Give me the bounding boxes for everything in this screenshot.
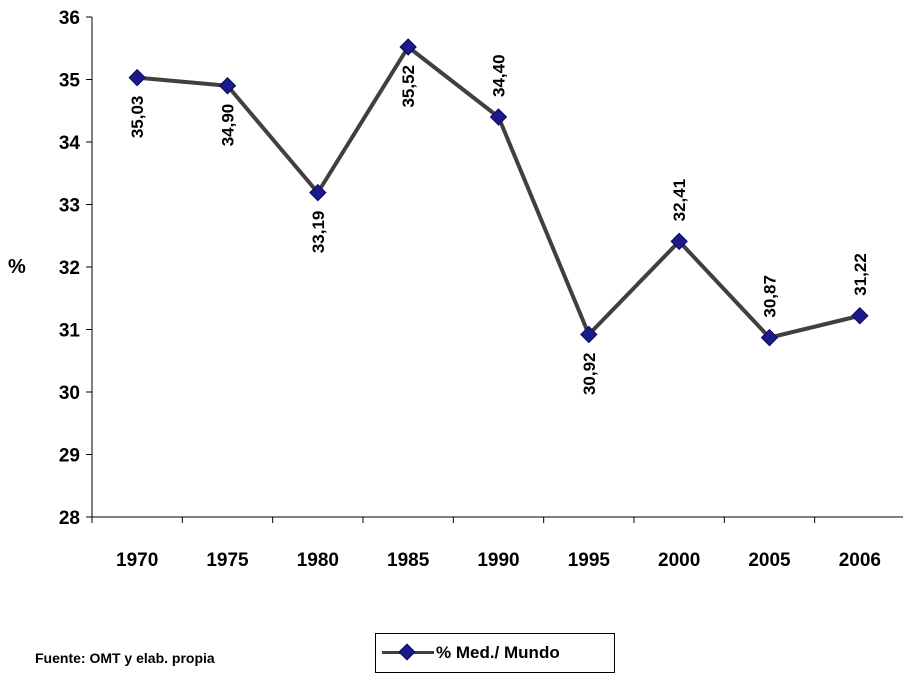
data-label: 32,41: [670, 179, 689, 222]
legend-diamond-marker: [398, 643, 416, 661]
data-markers: [128, 38, 869, 347]
x-tick-label: 2006: [839, 550, 881, 571]
data-label: 35,03: [128, 96, 147, 139]
legend-label: % Med./ Mundo: [436, 643, 560, 662]
y-tick-label: 34: [59, 133, 81, 154]
y-tick-label: 32: [59, 258, 80, 279]
x-tick-label: 1980: [297, 550, 339, 571]
data-point-marker: [218, 77, 237, 95]
data-label: 35,52: [399, 65, 418, 108]
x-tick-label: 1970: [116, 550, 158, 571]
y-tick-label: 35: [59, 71, 81, 92]
data-label: 33,19: [309, 211, 328, 254]
y-tick-label: 31: [59, 321, 81, 342]
data-point-marker: [760, 328, 779, 347]
data-point-marker: [399, 38, 417, 56]
source-note: Fuente: OMT y elab. propia: [35, 650, 215, 666]
y-tick-label: 36: [59, 8, 80, 29]
x-tick-label: 1990: [477, 550, 519, 571]
data-labels: 35,03 34,90 33,19 35,52 34,40 30,92 32,41 30,87…: [128, 54, 870, 395]
data-label: 30,87: [761, 275, 780, 318]
y-tick-label: 30: [59, 383, 80, 404]
x-axis-ticks: 1970 1975 1980 1985 1990 1995 2000 2005 2006: [91, 517, 881, 571]
data-point-marker: [489, 108, 508, 126]
data-point-marker: [128, 68, 146, 87]
x-tick-label: 1995: [568, 550, 611, 571]
data-point-marker: [851, 307, 869, 325]
data-label: 34,40: [490, 54, 509, 97]
x-tick-label: 2000: [658, 550, 700, 571]
data-point-marker: [309, 183, 327, 202]
data-label: 34,90: [219, 104, 238, 147]
data-point-marker: [670, 232, 688, 251]
x-tick-label: 1985: [387, 550, 430, 571]
y-axis-ticks: 28 29 30 31 32 33 34 35 36: [59, 8, 92, 529]
y-axis-label: %: [8, 256, 26, 278]
legend: % Med./ Mundo: [375, 633, 615, 673]
x-tick-label: 1975: [206, 550, 249, 571]
y-tick-label: 33: [59, 196, 80, 217]
data-label: 31,22: [851, 253, 870, 296]
x-tick-label: 2005: [748, 550, 791, 571]
data-point-marker: [580, 325, 598, 344]
y-tick-label: 29: [59, 446, 80, 467]
data-label: 30,92: [580, 353, 599, 396]
y-tick-label: 28: [59, 508, 80, 529]
